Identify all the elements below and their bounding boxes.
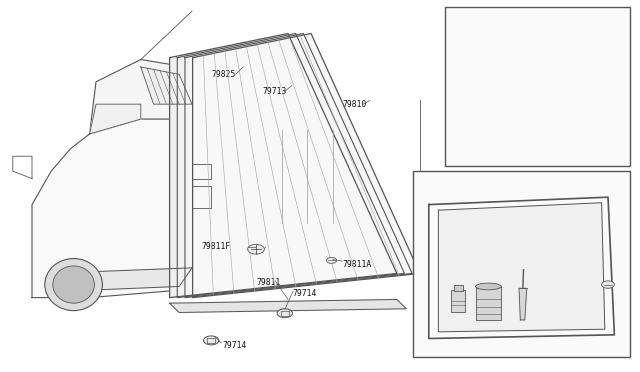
Polygon shape: [438, 203, 605, 332]
Polygon shape: [141, 67, 192, 104]
Text: 79713: 79713: [262, 87, 287, 96]
Text: 79811F: 79811F: [202, 242, 231, 251]
Text: <CAN>: <CAN>: [451, 186, 475, 195]
Circle shape: [204, 336, 219, 345]
Text: 79825: 79825: [211, 70, 236, 79]
Text: 79714: 79714: [223, 341, 247, 350]
Bar: [451, 290, 465, 312]
Polygon shape: [170, 299, 406, 312]
Polygon shape: [90, 60, 205, 134]
Ellipse shape: [53, 266, 95, 303]
Polygon shape: [185, 33, 412, 298]
Circle shape: [277, 309, 292, 318]
Polygon shape: [90, 268, 192, 290]
Polygon shape: [32, 119, 224, 298]
Polygon shape: [193, 33, 420, 298]
Text: 79811A: 79811A: [342, 260, 372, 269]
Ellipse shape: [45, 259, 102, 311]
Polygon shape: [186, 119, 224, 234]
Polygon shape: [519, 288, 527, 320]
Polygon shape: [90, 104, 141, 134]
Polygon shape: [177, 33, 404, 298]
Text: 79714: 79714: [292, 289, 317, 298]
Bar: [445, 7, 630, 166]
Text: 79616: 79616: [467, 35, 492, 44]
Text: ^797*00P4: ^797*00P4: [538, 353, 573, 359]
Text: 79811: 79811: [256, 278, 280, 287]
Bar: [413, 171, 630, 357]
Polygon shape: [170, 33, 397, 298]
Text: 79617K: 79617K: [448, 178, 477, 187]
Circle shape: [602, 281, 614, 288]
Bar: [476, 286, 501, 320]
Circle shape: [326, 257, 337, 263]
Ellipse shape: [476, 283, 501, 290]
Bar: [454, 285, 463, 291]
Circle shape: [248, 244, 264, 254]
Text: 79810: 79810: [342, 100, 367, 109]
